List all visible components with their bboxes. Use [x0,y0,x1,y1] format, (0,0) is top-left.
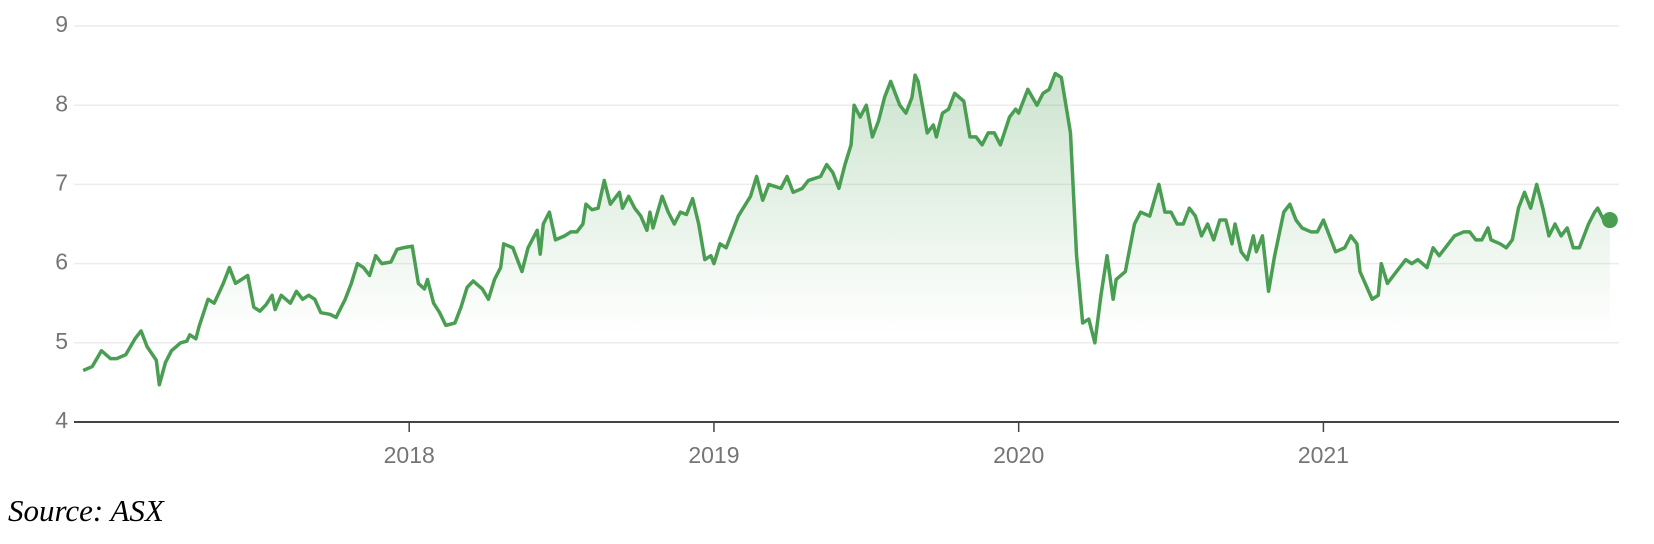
x-tick-label: 2020 [993,442,1044,468]
x-tick-label: 2018 [384,442,435,468]
end-point [1601,212,1618,229]
x-tick-label: 2019 [688,442,739,468]
plot [82,71,1618,423]
area [83,73,1610,423]
y-tick-label: 9 [55,11,68,37]
line [82,71,1610,387]
axes: 4 5 6 7 8 9 2018 2019 2020 2021 [55,11,1619,468]
y-tick-label: 8 [55,90,68,116]
source-note: Source: ASX [8,493,165,528]
y-tick-label: 6 [55,249,68,275]
y-tick-label: 5 [55,328,68,354]
y-tick-label: 7 [55,169,68,195]
y-tick-label: 4 [55,407,68,433]
x-tick-label: 2021 [1298,442,1349,468]
